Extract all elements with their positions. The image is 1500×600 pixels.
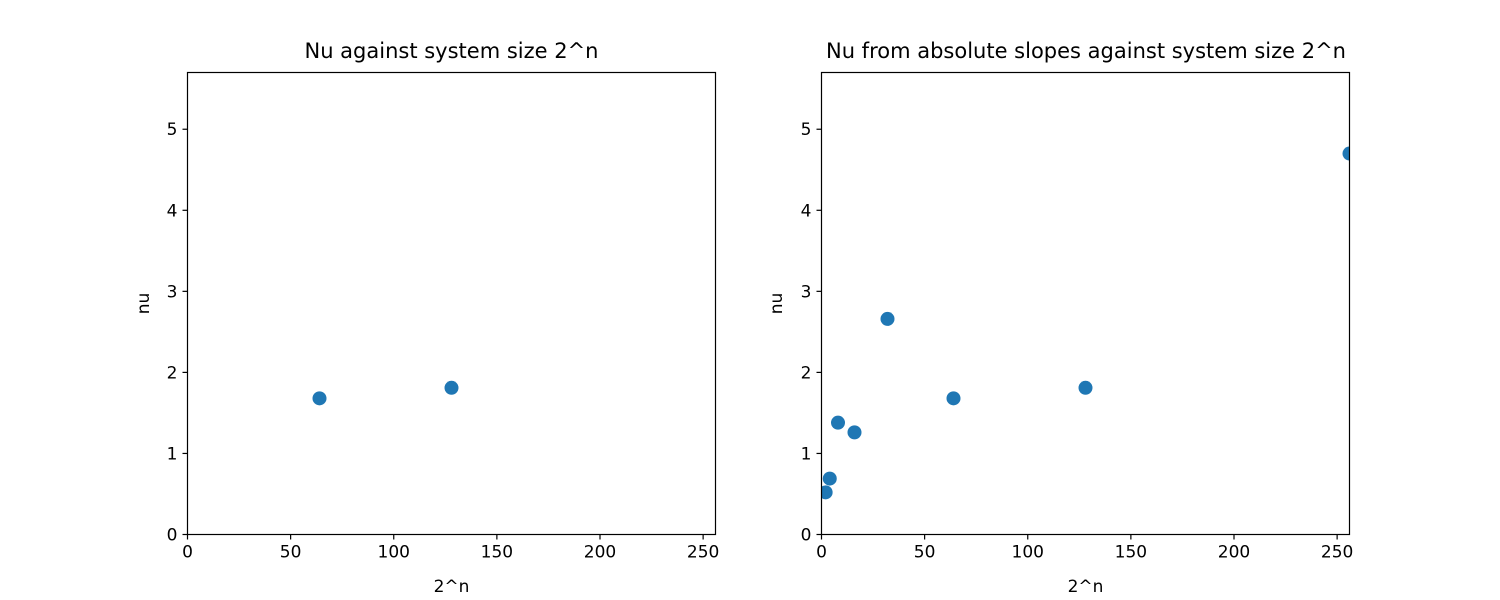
y-tick-label: 2 — [801, 363, 812, 383]
data-point — [946, 391, 961, 406]
y-tick-label: 3 — [801, 282, 812, 302]
data-point — [847, 425, 862, 440]
y-tick-label: 0 — [801, 526, 812, 546]
x-tick-label: 100 — [378, 543, 410, 563]
scatter-points — [821, 146, 1350, 500]
right-plot-xlabel: 2^n — [1068, 577, 1104, 597]
data-point — [822, 471, 837, 486]
y-tick-label: 4 — [801, 201, 812, 221]
y-tick-label: 5 — [167, 120, 178, 140]
right-plot: Nu from absolute slopes against system s… — [767, 39, 1354, 597]
x-tick-label: 50 — [280, 543, 302, 563]
left-plot-frame — [186, 71, 717, 536]
right-plot-ylabel: nu — [767, 293, 787, 315]
x-tick-label: 100 — [1012, 543, 1044, 563]
x-tick-label: 200 — [584, 543, 616, 563]
scatter-points — [312, 380, 459, 406]
left-plot: Nu against system size 2^n 0 50 100 150 200 2… — [134, 39, 719, 597]
y-tick-label: 0 — [167, 526, 178, 546]
x-tick-label: 250 — [687, 543, 719, 563]
x-tick-label: 50 — [914, 543, 936, 563]
left-plot-title: Nu against system size 2^n — [304, 39, 598, 63]
x-tick-label: 250 — [1321, 543, 1353, 563]
left-plot-marks: 0 50 100 150 200 250 0 1 2 3 4 5 — [167, 120, 720, 562]
data-point — [1342, 146, 1350, 161]
y-tick-label: 1 — [801, 444, 812, 464]
right-plot-title: Nu from absolute slopes against system s… — [826, 39, 1346, 63]
x-tick-label: 150 — [1115, 543, 1147, 563]
right-plot-frame — [820, 71, 1351, 536]
x-tick-label: 200 — [1218, 543, 1250, 563]
y-tick-label: 2 — [167, 363, 178, 383]
y-tick-label: 5 — [801, 120, 812, 140]
data-point — [821, 485, 833, 500]
data-point — [831, 415, 845, 430]
left-plot-ylabel: nu — [134, 293, 154, 315]
data-point — [312, 391, 327, 406]
data-point — [444, 380, 459, 395]
right-plot-marks: 0 50 100 150 200 250 0 1 2 3 4 5 — [801, 120, 1354, 563]
x-tick-label: 0 — [182, 543, 193, 563]
data-point — [1078, 380, 1093, 395]
x-tick-label: 150 — [481, 543, 513, 563]
y-tick-label: 4 — [167, 201, 178, 221]
y-tick-label: 1 — [167, 444, 178, 464]
x-tick-label: 0 — [816, 543, 827, 563]
left-plot-xlabel: 2^n — [434, 577, 470, 597]
data-point — [880, 311, 895, 326]
y-tick-label: 3 — [167, 282, 178, 302]
